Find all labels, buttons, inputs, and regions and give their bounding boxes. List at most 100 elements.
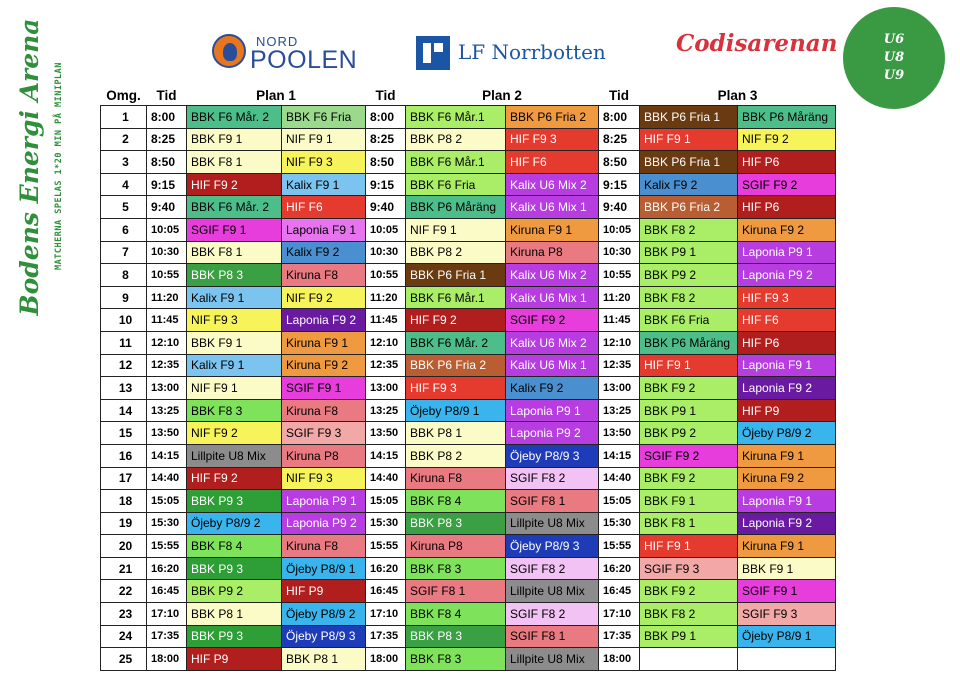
match-time-plan-2: 9:15 bbox=[365, 172, 406, 197]
match-time-plan-3: 11:45 bbox=[598, 308, 640, 332]
team-plan-3-home: BBK P9 2 bbox=[639, 263, 738, 287]
match-time-plan-2: 14:15 bbox=[365, 443, 406, 468]
table-row: 22 16:45 BBK P9 2 HIF P9 16:45 SGIF F8 1 Lillp… bbox=[100, 579, 836, 604]
team-plan-3-home: BBK P6 Fria 1 bbox=[639, 105, 738, 129]
team-plan-2-home: BBK P8 3 bbox=[405, 511, 506, 536]
round-number: 7 bbox=[100, 240, 147, 265]
match-time-plan-3: 8:00 bbox=[598, 105, 640, 129]
match-time-plan-2: 9:40 bbox=[365, 195, 406, 219]
team-plan-1-home: Kalix F9 1 bbox=[186, 285, 282, 310]
team-plan-2-home: BBK F6 Mår.1 bbox=[405, 105, 506, 129]
age-badge-line-2: U8 bbox=[883, 50, 905, 65]
round-number: 5 bbox=[100, 195, 147, 219]
match-time-plan-3: 17:10 bbox=[598, 602, 640, 626]
arena-subtitle: MATCHERNA SPELAS 1*20 MIN PÅ MINIPLAN bbox=[54, 62, 64, 270]
match-time-plan-3: 9:15 bbox=[598, 172, 640, 197]
team-plan-2-home: BBK P6 Fria 1 bbox=[405, 263, 506, 287]
codisarenan-text: Codisarenan bbox=[676, 30, 838, 57]
age-badge-line-3: U9 bbox=[883, 68, 905, 83]
team-plan-2-home: Öjeby P8/9 1 bbox=[405, 398, 506, 423]
team-plan-3-home: Kalix F9 2 bbox=[639, 172, 738, 197]
team-plan-3-away: Laponia P9 1 bbox=[737, 240, 836, 265]
team-plan-1-away: Kiruna F8 bbox=[281, 263, 366, 287]
match-time-plan-2: 11:20 bbox=[365, 285, 406, 310]
nordpoolen-logo: NORD POOLEN bbox=[212, 30, 357, 74]
team-plan-1-away: Kiruna P8 bbox=[281, 443, 366, 468]
table-row: 1 8:00 BBK F6 Mår. 2 BBK F6 Fria 8:00 BBK F6 … bbox=[100, 105, 836, 129]
team-plan-1-away: Öjeby P8/9 3 bbox=[281, 624, 366, 649]
team-plan-2-away: Kalix U6 Mix 1 bbox=[505, 353, 599, 378]
team-plan-3-home: BBK F8 1 bbox=[639, 511, 738, 536]
round-number: 1 bbox=[100, 105, 147, 129]
team-plan-3-away: SGIF F9 2 bbox=[737, 172, 836, 197]
team-plan-3-away: Laponia F9 1 bbox=[737, 489, 836, 513]
table-row: 18 15:05 BBK P9 3 Laponia P9 1 15:05 BBK F8 4… bbox=[100, 489, 836, 513]
match-time-plan-2: 15:30 bbox=[365, 511, 406, 536]
table-row: 8 10:55 BBK P8 3 Kiruna F8 10:55 BBK P6 Fria … bbox=[100, 263, 836, 287]
round-number: 25 bbox=[100, 647, 147, 671]
table-row: 12 12:35 Kalix F9 1 Kiruna F9 2 12:35 BBK P6 … bbox=[100, 353, 836, 378]
team-plan-1-away: Kiruna F8 bbox=[281, 398, 366, 423]
team-plan-3-home: BBK F8 2 bbox=[639, 602, 738, 626]
team-plan-2-away: Kalix U6 Mix 2 bbox=[505, 330, 599, 355]
match-time-plan-2: 13:50 bbox=[365, 421, 406, 445]
age-badge: U6 U8 U9 bbox=[848, 12, 940, 104]
table-row: 24 17:35 BBK P9 3 Öjeby P8/9 3 17:35 BBK P8 3… bbox=[100, 624, 836, 649]
match-time-plan-1: 10:55 bbox=[146, 263, 187, 287]
team-plan-2-away: Kiruna P8 bbox=[505, 240, 599, 265]
match-time-plan-1: 16:45 bbox=[146, 579, 187, 604]
round-number: 16 bbox=[100, 443, 147, 468]
team-plan-1-away: Laponia P9 1 bbox=[281, 489, 366, 513]
header-omg: Omg. bbox=[106, 87, 141, 103]
round-number: 19 bbox=[100, 511, 147, 536]
team-plan-2-home: Kiruna F8 bbox=[405, 466, 506, 491]
team-plan-3-away: Öjeby P8/9 1 bbox=[737, 624, 836, 649]
team-plan-3-home: HIF F9 1 bbox=[639, 534, 738, 558]
team-plan-1-away: BBK F6 Fria bbox=[281, 105, 366, 129]
match-time-plan-3: 15:30 bbox=[598, 511, 640, 536]
table-row: 17 14:40 HIF F9 2 NIF F9 3 14:40 Kiruna F8 SGI… bbox=[100, 466, 836, 491]
team-plan-3-home: BBK F8 2 bbox=[639, 285, 738, 310]
team-plan-3-away: Öjeby P8/9 2 bbox=[737, 421, 836, 445]
table-row: 4 9:15 HIF F9 2 Kalix F9 1 9:15 BBK F6 Fria Ka… bbox=[100, 172, 836, 197]
team-plan-2-home: BBK P8 3 bbox=[405, 624, 506, 649]
team-plan-2-away: Kiruna F9 1 bbox=[505, 217, 599, 242]
team-plan-1-away: Öjeby P8/9 2 bbox=[281, 602, 366, 626]
team-plan-1-home: BBK P9 3 bbox=[186, 489, 282, 513]
round-number: 14 bbox=[100, 398, 147, 423]
table-row: 6 10:05 SGIF F9 1 Laponia F9 1 10:05 NIF F9 1… bbox=[100, 217, 836, 242]
match-time-plan-3: 9:40 bbox=[598, 195, 640, 219]
table-row: 9 11:20 Kalix F9 1 NIF F9 2 11:20 BBK F6 Mår.… bbox=[100, 285, 836, 310]
team-plan-3-away: BBK P6 Måräng bbox=[737, 105, 836, 129]
table-row: 13 13:00 NIF F9 1 SGIF F9 1 13:00 HIF F9 3 Kal… bbox=[100, 376, 836, 400]
round-number: 15 bbox=[100, 421, 147, 445]
round-number: 11 bbox=[100, 330, 147, 355]
team-plan-3-home: HIF F9 1 bbox=[639, 353, 738, 378]
team-plan-3-away: HIF P6 bbox=[737, 330, 836, 355]
round-number: 6 bbox=[100, 217, 147, 242]
team-plan-1-away: SGIF F9 3 bbox=[281, 421, 366, 445]
team-plan-3-home: BBK P9 1 bbox=[639, 398, 738, 423]
team-plan-2-home: BBK P8 2 bbox=[405, 127, 506, 152]
team-plan-1-home: BBK F6 Mår. 2 bbox=[186, 195, 282, 219]
team-plan-1-away: NIF F9 3 bbox=[281, 466, 366, 491]
team-plan-3-away: HIF F9 3 bbox=[737, 285, 836, 310]
table-row: 21 16:20 BBK P9 3 Öjeby P8/9 1 16:20 BBK F8 3… bbox=[100, 556, 836, 581]
team-plan-1-home: HIF F9 2 bbox=[186, 172, 282, 197]
match-time-plan-3: 11:20 bbox=[598, 285, 640, 310]
lf-norrbotten-logo: LF Norrbotten bbox=[416, 36, 606, 70]
match-time-plan-3: 15:55 bbox=[598, 534, 640, 558]
nordpoolen-emblem-icon bbox=[212, 34, 246, 68]
team-plan-1-away: Kalix F9 1 bbox=[281, 172, 366, 197]
team-plan-2-home: SGIF F8 1 bbox=[405, 579, 506, 604]
header-plan-1: Plan 1 bbox=[256, 87, 296, 103]
team-plan-2-away: Lillpite U8 Mix bbox=[505, 511, 599, 536]
team-plan-2-home: NIF F9 1 bbox=[405, 217, 506, 242]
team-plan-3-home: HIF F9 1 bbox=[639, 127, 738, 152]
team-plan-3-away: HIF P9 bbox=[737, 398, 836, 423]
team-plan-1-home: BBK F9 1 bbox=[186, 127, 282, 152]
team-plan-2-away: Laponia P9 1 bbox=[505, 398, 599, 423]
team-plan-2-home: BBK F8 4 bbox=[405, 602, 506, 626]
team-plan-3-home: BBK F9 2 bbox=[639, 466, 738, 491]
match-time-plan-2: 8:00 bbox=[365, 105, 406, 129]
